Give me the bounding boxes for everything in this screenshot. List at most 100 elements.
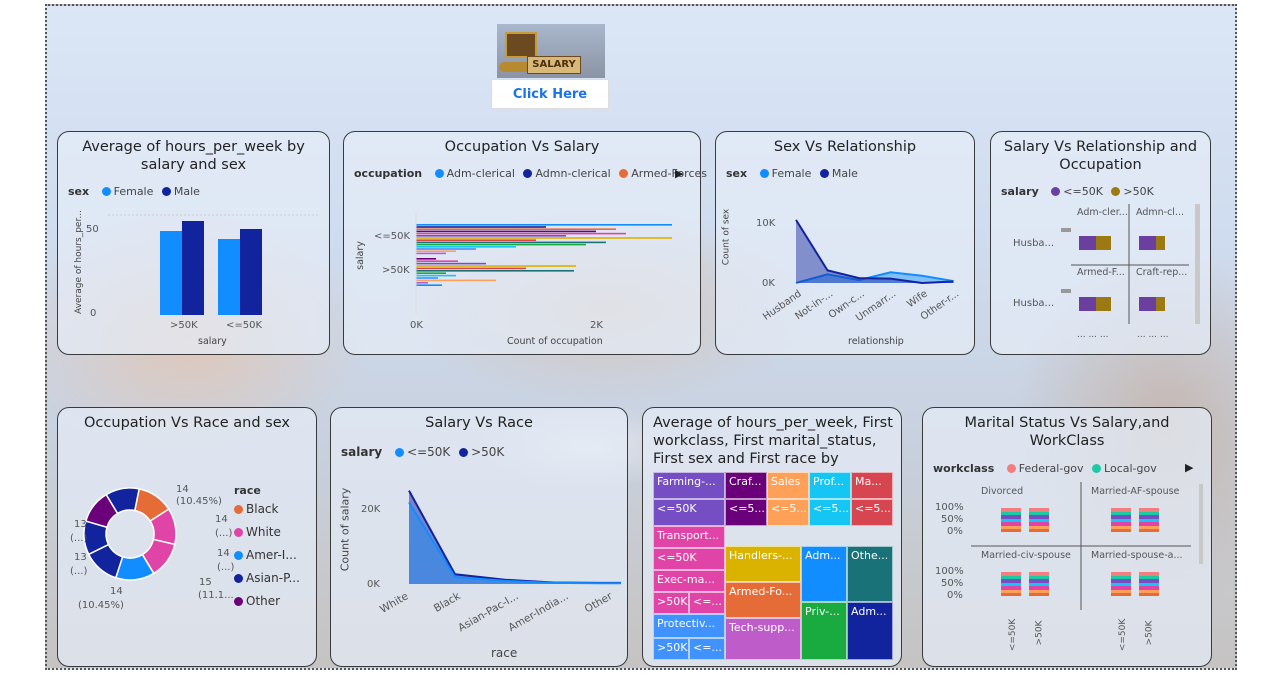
treemap-cell[interactable]: Adm...	[801, 546, 847, 602]
legend-title: sex	[726, 167, 748, 180]
legend-item[interactable]: <=50K	[407, 445, 451, 459]
dot-icon	[395, 448, 405, 457]
legend-item[interactable]: Amer-I...	[234, 544, 300, 567]
panel-title: Married-civ-spouse	[981, 550, 1071, 561]
treemap-cell[interactable]: Farming-...	[653, 472, 725, 499]
bar-lte50k	[1079, 297, 1096, 311]
legend-title: workclass	[933, 462, 995, 475]
stack-segment	[1139, 579, 1159, 583]
stack-segment	[1111, 512, 1131, 515]
card-occupation-vs-salary[interactable]: Occupation Vs Salary occupation Adm-cler…	[343, 131, 707, 355]
legend-item[interactable]: >50K	[1123, 185, 1154, 198]
card-occupation-vs-race-sex[interactable]: Occupation Vs Race and sex 14 (10.45%) 1…	[57, 407, 317, 667]
legend-next-arrow-icon[interactable]: ▶	[1185, 461, 1194, 474]
treemap-cell[interactable]: Handlers-...	[725, 546, 801, 582]
bar	[416, 282, 428, 284]
bar	[416, 258, 436, 260]
dot-icon	[434, 169, 444, 178]
bar-female	[160, 231, 182, 315]
x-tick: Other	[583, 590, 615, 616]
legend-item[interactable]: Black	[234, 498, 300, 521]
treemap-cell[interactable]: Sales	[767, 472, 809, 499]
card-marital-salary-workclass[interactable]: Marital Status Vs Salary,and WorkClass w…	[922, 407, 1212, 667]
legend-item[interactable]: Admn-clerical	[535, 167, 611, 180]
y-tick: 0%	[947, 526, 963, 537]
data-label: (...)	[215, 528, 233, 539]
treemap-cell[interactable]: <=50K	[653, 499, 725, 526]
treemap-cell[interactable]: <=5...	[767, 499, 809, 526]
legend-next-arrow-icon[interactable]: ▶	[675, 167, 684, 180]
data-label: 14	[110, 586, 123, 597]
legend-item[interactable]: <=50K	[1063, 185, 1103, 198]
treemap-cell[interactable]: Protectiv...	[653, 614, 725, 638]
legend-male[interactable]: Male	[173, 185, 200, 198]
legend-label: Other	[246, 594, 281, 608]
dot-icon	[234, 505, 243, 514]
bar-gt50k	[1096, 236, 1111, 250]
card-salary-vs-relationship-occupation[interactable]: Salary Vs Relationship and Occupation sa…	[990, 131, 1211, 355]
legend-item[interactable]: Federal-gov	[1018, 462, 1084, 475]
card-hours-treemap[interactable]: Average of hours_per_week, First workcla…	[642, 407, 902, 667]
col-label: Admn-cl...	[1136, 207, 1184, 218]
line-series	[408, 501, 621, 585]
legend: workclass Federal-gov Local-gov	[933, 462, 1157, 475]
data-label: (10.45%)	[78, 600, 124, 611]
treemap-cell[interactable]: <=...	[689, 638, 725, 660]
bar	[416, 265, 576, 267]
treemap-cell[interactable]: Prof...	[809, 472, 851, 499]
legend-item[interactable]: >50K	[471, 445, 505, 459]
x-tick: 0K	[410, 320, 423, 331]
stack-segment	[1111, 572, 1131, 576]
stack-segment	[1029, 590, 1049, 593]
card-title: Average of hours_per_week by salary and …	[82, 139, 305, 173]
legend-item[interactable]: Asian-P...	[234, 567, 300, 590]
legend-item[interactable]: Armed-Forces	[631, 167, 707, 180]
treemap-cell[interactable]: Othe...	[847, 546, 893, 602]
stack-segment	[1139, 512, 1159, 515]
scrollbar[interactable]	[1195, 204, 1200, 324]
legend-item[interactable]: White	[234, 521, 300, 544]
treemap-cell[interactable]: <=5...	[725, 499, 767, 526]
data-label: 15	[199, 577, 212, 588]
stack-segment	[1029, 515, 1049, 519]
treemap-cell[interactable]: Transport...	[653, 526, 725, 548]
legend-item[interactable]: Other	[234, 590, 300, 613]
treemap-cell[interactable]: Tech-supp...	[725, 618, 801, 660]
legend-item[interactable]: Local-gov	[1104, 462, 1157, 475]
y-tick: 50%	[941, 578, 964, 589]
legend-item[interactable]: Adm-clerical	[446, 167, 515, 180]
click-here-button[interactable]: Click Here	[491, 79, 609, 109]
treemap-cell[interactable]: Craf...	[725, 472, 767, 499]
treemap-cell[interactable]: Priv-...	[801, 602, 847, 660]
data-label: (10.45%)	[176, 496, 222, 507]
card-salary-vs-race[interactable]: Salary Vs Race salary <=50K >50K Count o…	[330, 407, 628, 667]
stack-segment	[1111, 586, 1131, 590]
legend-male[interactable]: Male	[831, 167, 858, 180]
treemap-cell[interactable]: <=5...	[809, 499, 851, 526]
treemap-cell[interactable]: <=5...	[851, 499, 893, 526]
stack-segment	[1029, 579, 1049, 583]
legend-female[interactable]: Female	[113, 185, 154, 198]
bar	[416, 277, 438, 279]
stack-segment	[1139, 593, 1159, 596]
treemap-cell[interactable]: <=50K	[653, 548, 725, 570]
legend-female[interactable]: Female	[771, 167, 812, 180]
treemap-cell[interactable]: <=...	[689, 592, 725, 614]
stack-segment	[1139, 529, 1159, 532]
scrollbar[interactable]	[1199, 484, 1203, 564]
card-sex-vs-relationship[interactable]: Sex Vs Relationship sex Female Male Coun…	[715, 131, 975, 355]
x-tick: >50K	[1144, 620, 1155, 646]
stack-segment	[1001, 583, 1021, 586]
treemap-cell[interactable]: Adm...	[847, 602, 893, 660]
treemap-cell[interactable]: Ma...	[851, 472, 893, 499]
treemap-cell[interactable]: Exec-ma...	[653, 570, 725, 592]
treemap-cell[interactable]: >50K	[653, 592, 689, 614]
treemap-cell[interactable]: >50K	[653, 638, 689, 660]
male-dot-icon	[161, 187, 171, 196]
treemap-cell[interactable]: Armed-Fo...	[725, 582, 801, 618]
card-hours-per-week[interactable]: Average of hours_per_week by salary and …	[57, 131, 330, 355]
bar-lte50k	[1139, 236, 1156, 250]
bar	[416, 267, 526, 270]
stack-segment	[1139, 586, 1159, 590]
